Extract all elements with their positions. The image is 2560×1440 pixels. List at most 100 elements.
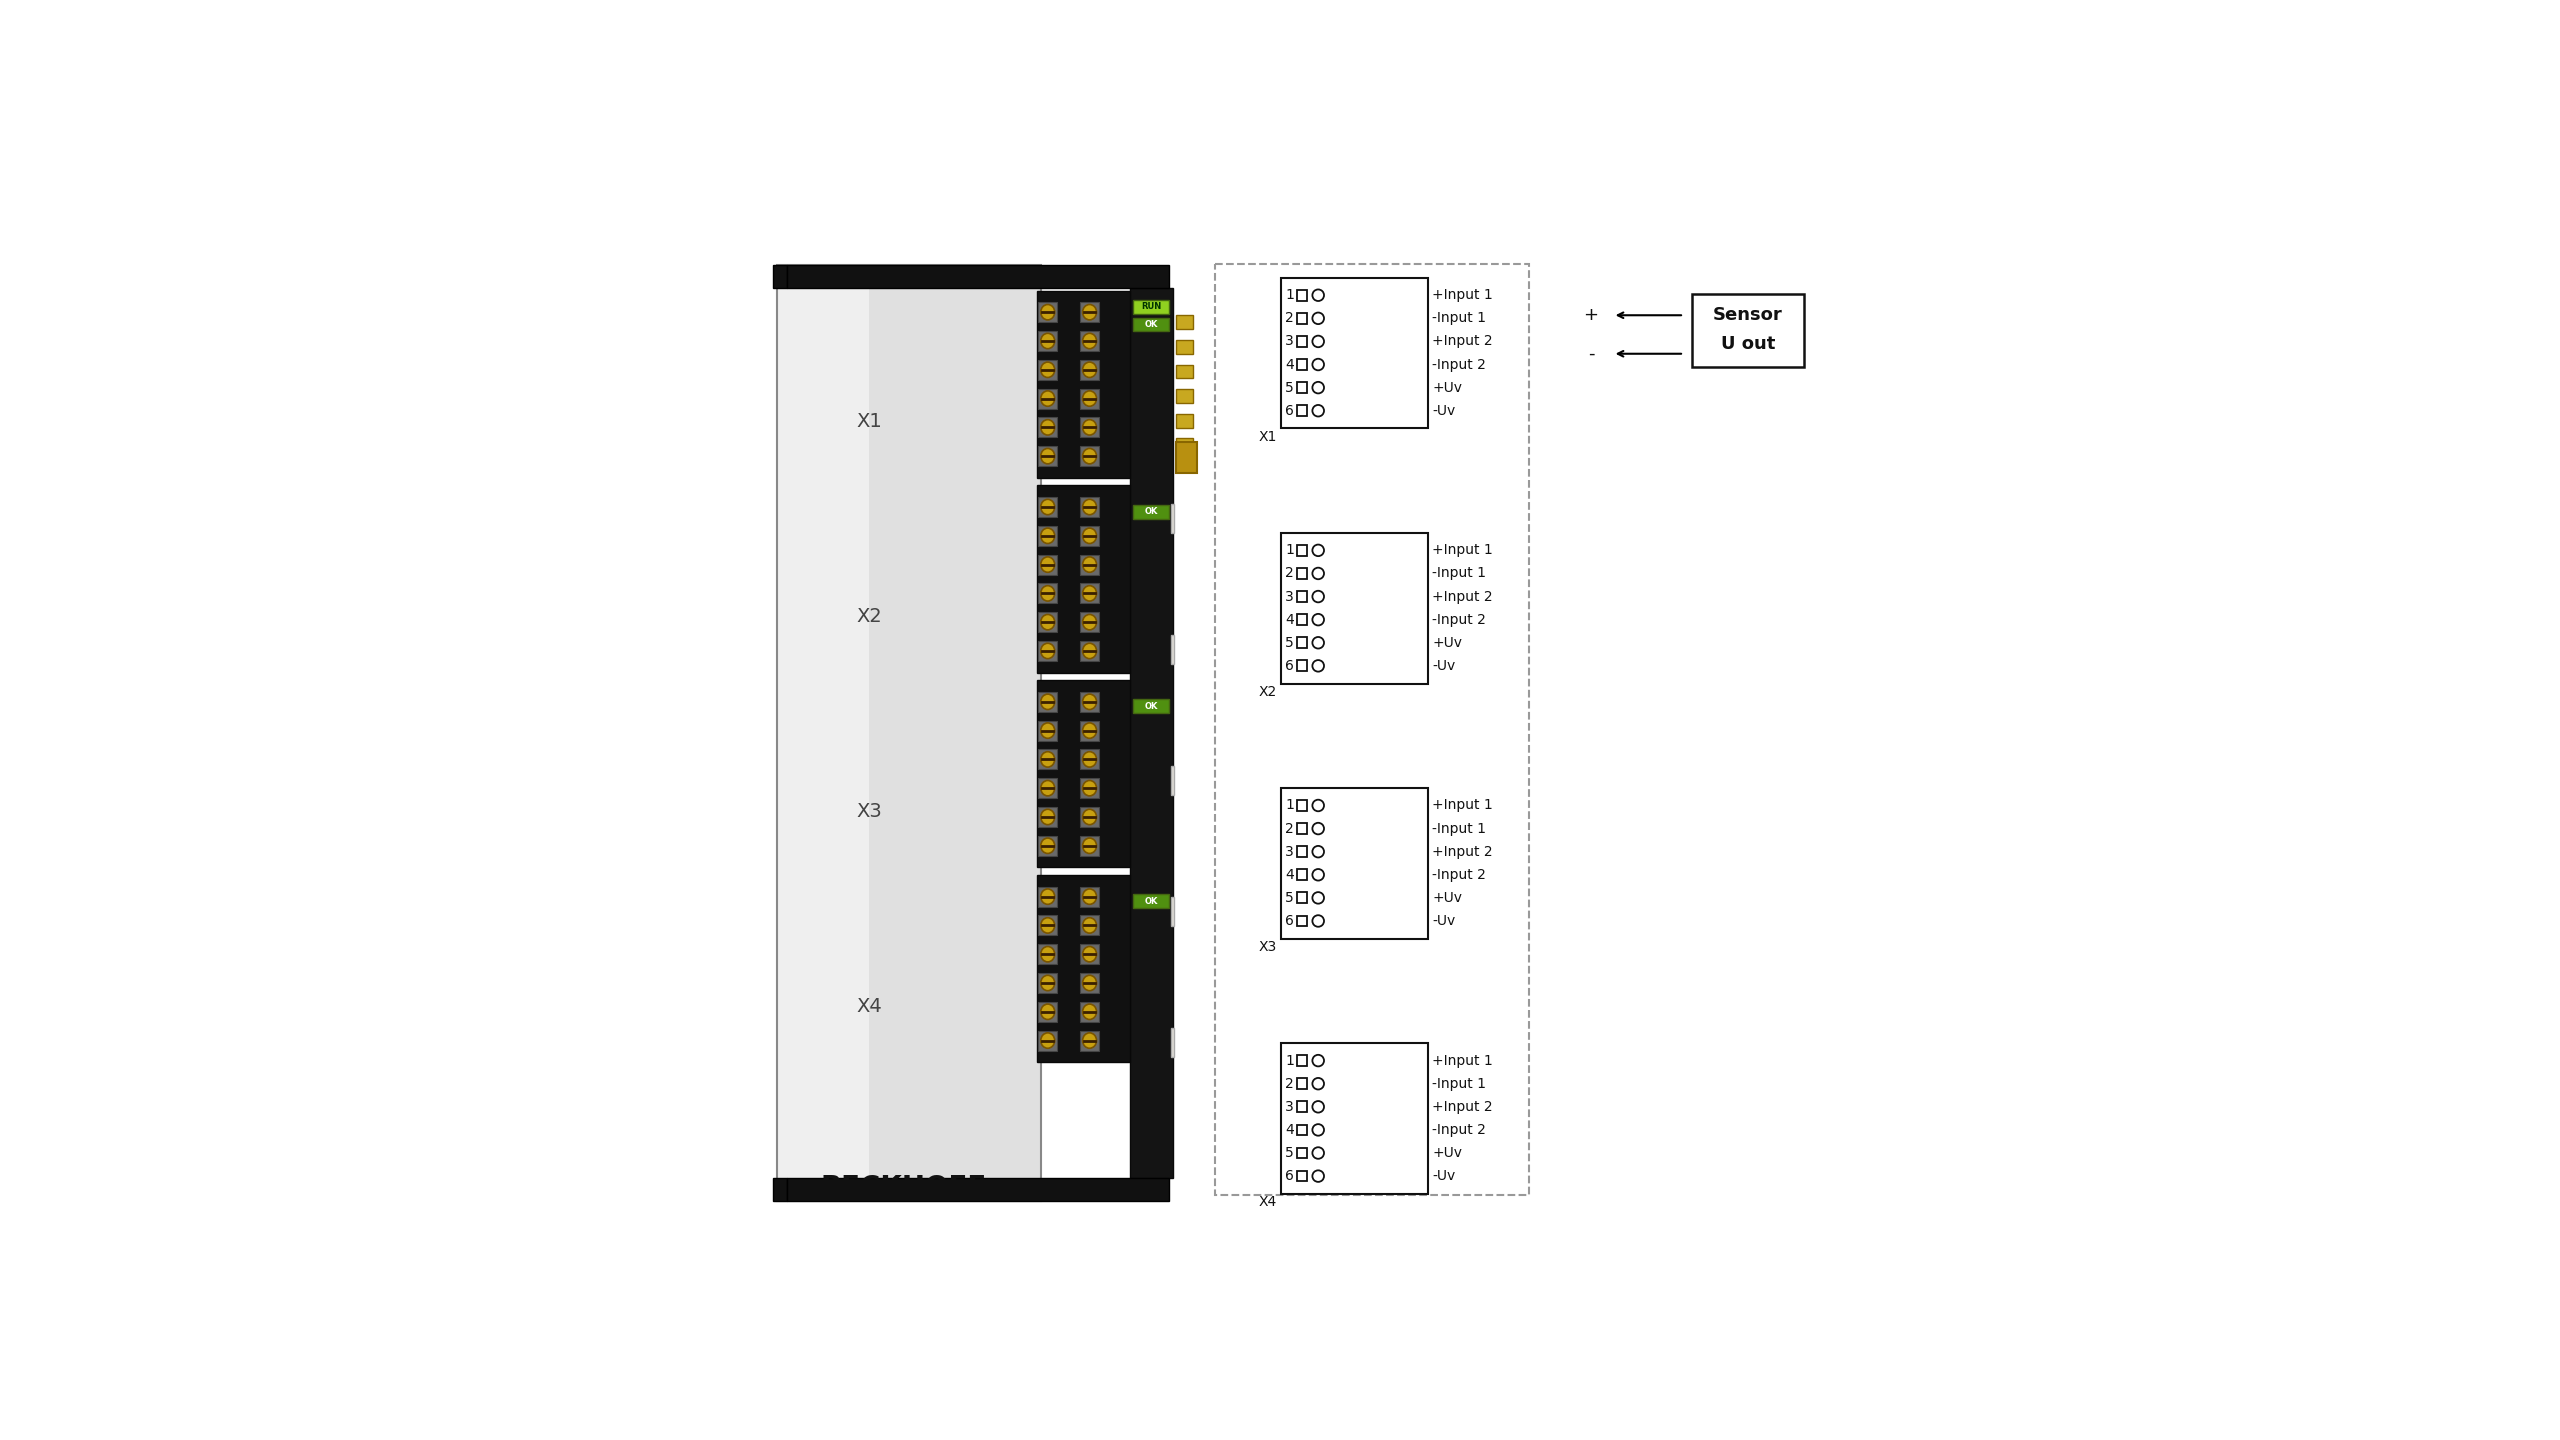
Ellipse shape bbox=[1083, 838, 1096, 854]
Bar bbox=[1039, 641, 1057, 661]
Text: +: + bbox=[1585, 307, 1597, 324]
Circle shape bbox=[1313, 289, 1324, 301]
Circle shape bbox=[1313, 544, 1324, 556]
Bar bbox=[1039, 612, 1057, 632]
Text: -Input 2: -Input 2 bbox=[1431, 612, 1485, 626]
Bar bbox=[1080, 418, 1098, 438]
Text: 5: 5 bbox=[1285, 1146, 1293, 1161]
Text: 3: 3 bbox=[1285, 1100, 1293, 1113]
Bar bbox=[1295, 661, 1308, 671]
Bar bbox=[1080, 887, 1098, 907]
Bar bbox=[1280, 788, 1428, 939]
Text: 5: 5 bbox=[1285, 891, 1293, 904]
Text: 6: 6 bbox=[1285, 660, 1293, 672]
Ellipse shape bbox=[1083, 615, 1096, 629]
Text: +Uv: +Uv bbox=[1431, 380, 1462, 395]
Ellipse shape bbox=[1083, 361, 1096, 377]
Bar bbox=[1080, 945, 1098, 965]
Text: -Input 1: -Input 1 bbox=[1431, 311, 1487, 325]
Ellipse shape bbox=[1083, 917, 1096, 933]
Circle shape bbox=[1313, 1079, 1324, 1090]
Ellipse shape bbox=[1083, 500, 1096, 514]
Bar bbox=[1295, 592, 1308, 602]
Bar bbox=[1178, 389, 1193, 403]
Ellipse shape bbox=[1042, 500, 1055, 514]
Bar bbox=[1295, 916, 1308, 926]
Bar bbox=[1280, 533, 1428, 684]
Bar bbox=[1080, 973, 1098, 994]
Ellipse shape bbox=[1083, 1032, 1096, 1048]
Bar bbox=[1039, 554, 1057, 575]
Bar bbox=[1039, 916, 1057, 936]
Bar bbox=[1080, 806, 1098, 827]
Ellipse shape bbox=[1042, 361, 1055, 377]
Bar bbox=[1295, 405, 1308, 416]
Bar bbox=[1080, 331, 1098, 351]
Bar bbox=[1295, 1079, 1308, 1089]
Text: -Input 2: -Input 2 bbox=[1431, 1123, 1485, 1138]
Text: 2: 2 bbox=[1285, 822, 1293, 835]
Bar bbox=[1295, 289, 1308, 301]
Ellipse shape bbox=[1042, 586, 1055, 600]
Text: 4: 4 bbox=[1285, 357, 1293, 372]
Bar bbox=[778, 265, 1042, 1201]
Bar bbox=[1280, 1043, 1428, 1194]
Bar bbox=[1295, 312, 1308, 324]
Ellipse shape bbox=[1083, 390, 1096, 406]
Ellipse shape bbox=[1083, 752, 1096, 768]
Bar bbox=[1295, 1171, 1308, 1181]
Bar bbox=[1080, 583, 1098, 603]
Text: -Uv: -Uv bbox=[1431, 660, 1457, 672]
Bar bbox=[1295, 847, 1308, 857]
Bar bbox=[1039, 389, 1057, 409]
Bar bbox=[1080, 720, 1098, 740]
Bar bbox=[1037, 876, 1129, 1063]
Bar bbox=[773, 265, 788, 288]
Bar bbox=[1295, 567, 1308, 579]
Text: +Input 2: +Input 2 bbox=[1431, 334, 1492, 348]
Bar bbox=[1170, 897, 1175, 926]
Text: X4: X4 bbox=[1260, 1195, 1277, 1210]
Text: X4: X4 bbox=[858, 996, 883, 1015]
Ellipse shape bbox=[1083, 888, 1096, 904]
Bar bbox=[1170, 504, 1175, 533]
Circle shape bbox=[1313, 1056, 1324, 1067]
Circle shape bbox=[1313, 822, 1324, 834]
Text: +Input 2: +Input 2 bbox=[1431, 845, 1492, 858]
Text: X2: X2 bbox=[858, 606, 883, 626]
Bar bbox=[1295, 1125, 1308, 1135]
Circle shape bbox=[1313, 405, 1324, 416]
Ellipse shape bbox=[1042, 723, 1055, 739]
Bar bbox=[788, 1178, 1167, 1201]
Circle shape bbox=[1313, 336, 1324, 347]
Bar bbox=[1295, 359, 1308, 370]
Text: X1: X1 bbox=[1260, 431, 1277, 444]
Bar bbox=[1178, 340, 1193, 354]
Bar bbox=[1039, 691, 1057, 711]
Circle shape bbox=[1313, 893, 1324, 904]
Text: +Uv: +Uv bbox=[1431, 1146, 1462, 1161]
Circle shape bbox=[1313, 868, 1324, 880]
Bar bbox=[1039, 418, 1057, 438]
Ellipse shape bbox=[1083, 780, 1096, 796]
Bar bbox=[1039, 526, 1057, 546]
Bar bbox=[1080, 360, 1098, 380]
Bar bbox=[1039, 331, 1057, 351]
Ellipse shape bbox=[1042, 838, 1055, 854]
Ellipse shape bbox=[1083, 975, 1096, 991]
Bar bbox=[1178, 413, 1193, 428]
Bar bbox=[1692, 294, 1805, 367]
Text: 2: 2 bbox=[1285, 311, 1293, 325]
Bar bbox=[1170, 1028, 1175, 1057]
Text: 2: 2 bbox=[1285, 1077, 1293, 1090]
Circle shape bbox=[1313, 567, 1324, 579]
Ellipse shape bbox=[1042, 528, 1055, 543]
Bar bbox=[1039, 945, 1057, 965]
Ellipse shape bbox=[1042, 888, 1055, 904]
Ellipse shape bbox=[1083, 1004, 1096, 1020]
Bar bbox=[1039, 302, 1057, 323]
Ellipse shape bbox=[1042, 304, 1055, 320]
Ellipse shape bbox=[1083, 528, 1096, 543]
Bar bbox=[1295, 824, 1308, 834]
Bar bbox=[1134, 894, 1170, 909]
